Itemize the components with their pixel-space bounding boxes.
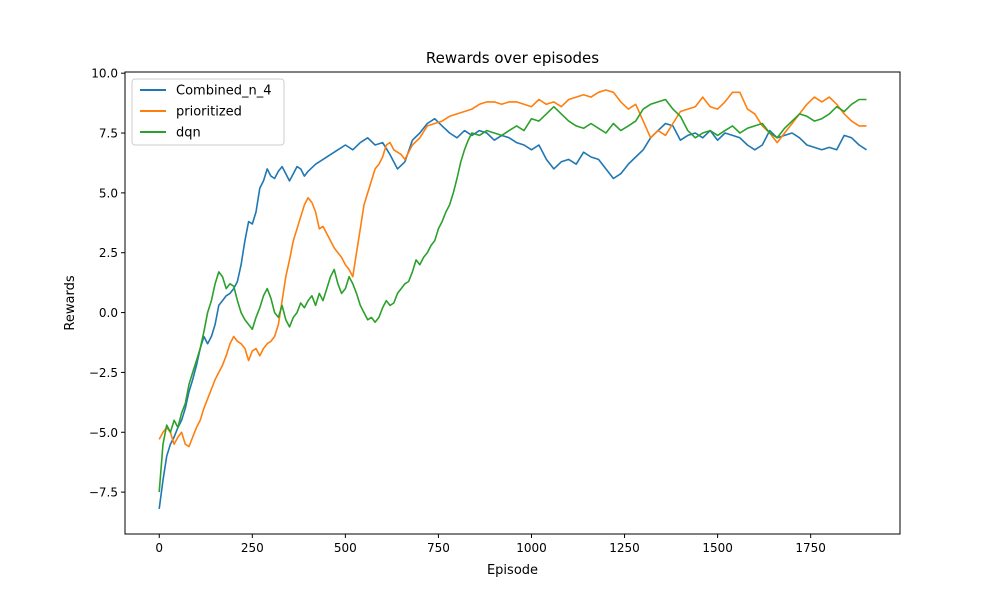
- x-tick-label: 0: [155, 541, 163, 555]
- x-axis: 0 250 500 750 1000 1250 1500 1750: [155, 534, 826, 555]
- y-tick-label: 5.0: [99, 186, 118, 200]
- y-tick-label: −7.5: [89, 486, 118, 500]
- legend: Combined_n_4 prioritized dqn: [131, 78, 285, 146]
- x-axis-label: Episode: [487, 563, 538, 578]
- chart-title: Rewards over episodes: [426, 49, 599, 67]
- x-tick-label: 1000: [516, 541, 547, 555]
- y-tick-label: 2.5: [99, 246, 118, 260]
- legend-box: [131, 78, 285, 146]
- y-tick-label: −5.0: [89, 426, 118, 440]
- x-tick-label: 1250: [609, 541, 640, 555]
- y-axis: −7.5 −5.0 −2.5 0.0 2.5 5.0 7.5 10.0: [89, 67, 125, 500]
- y-axis-label: Rewards: [63, 275, 78, 330]
- x-tick-label: 1500: [702, 541, 733, 555]
- y-tick-label: −2.5: [89, 366, 118, 380]
- legend-label: Combined_n_4: [176, 84, 272, 99]
- plot-frame: [124, 71, 901, 535]
- plot-area: [158, 89, 867, 510]
- x-tick-label: 750: [427, 541, 450, 555]
- legend-label: dqn: [176, 126, 201, 141]
- x-tick-label: 500: [334, 541, 357, 555]
- y-tick-label: 0.0: [99, 306, 118, 320]
- legend-label: prioritized: [176, 105, 242, 120]
- y-tick-label: 7.5: [99, 127, 118, 141]
- y-tick-label: 10.0: [91, 67, 118, 81]
- x-tick-label: 1750: [795, 541, 826, 555]
- series-line-prioritized: [158, 89, 867, 448]
- x-tick-label: 250: [241, 541, 264, 555]
- series-line-dqn: [158, 98, 867, 493]
